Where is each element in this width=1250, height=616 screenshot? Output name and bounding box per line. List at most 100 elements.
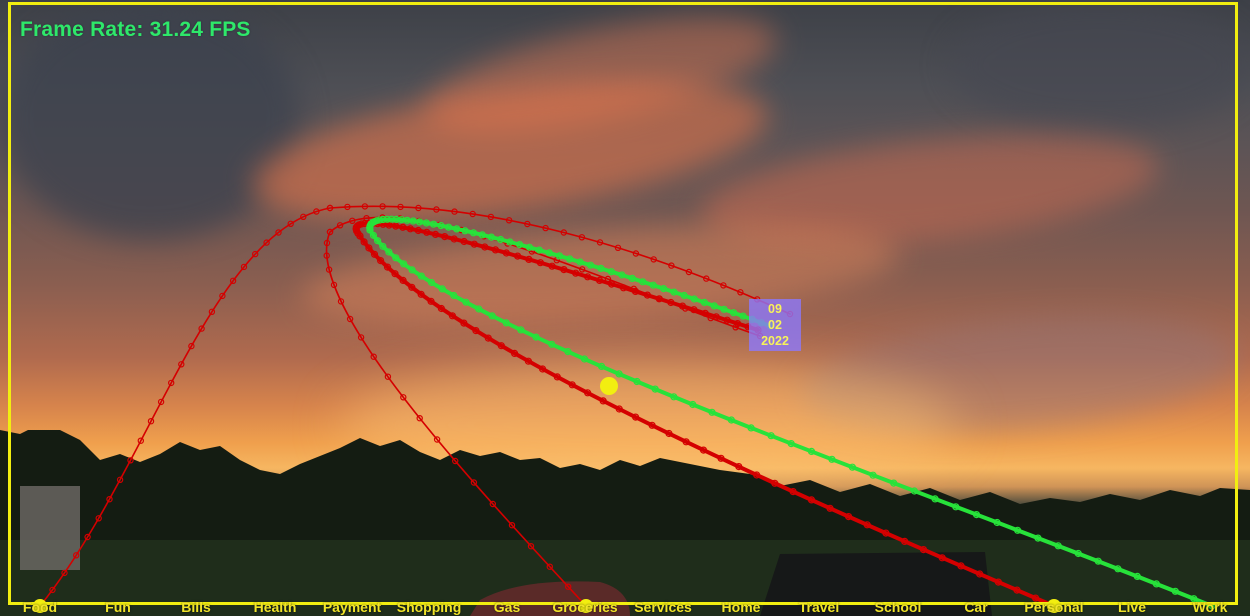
green-trajectory-thick-sample xyxy=(1034,534,1042,542)
red-trajectory-thick-sample xyxy=(548,262,556,270)
red-trajectory-outer-sample xyxy=(61,569,68,577)
red-trajectory-thick-sample xyxy=(414,226,422,235)
red-trajectory-outer-sample xyxy=(505,217,513,224)
red-trajectory-thick-sample xyxy=(919,545,928,554)
red-trajectory-thick-sample xyxy=(437,304,445,313)
red-trajectory-thick-sample xyxy=(431,230,440,238)
green-trajectory-thick-sample xyxy=(787,440,795,448)
red-trajectory-outer-sample xyxy=(685,268,693,276)
green-trajectory-thick-sample xyxy=(708,408,716,416)
red-trajectory-inner-sample xyxy=(370,353,377,360)
red-trajectory-thick-sample xyxy=(599,397,607,405)
green-trajectory-thick-sample xyxy=(506,238,514,246)
red-trajectory-inner-sample xyxy=(546,563,554,570)
category-label: Work xyxy=(1192,599,1228,615)
category-label: Car xyxy=(964,599,988,615)
red-trajectory-thick-sample xyxy=(631,413,640,421)
green-trajectory-thick-sample xyxy=(517,326,525,334)
red-trajectory-thick-sample xyxy=(460,319,468,327)
green-trajectory-thick-sample xyxy=(1013,526,1022,534)
red-trajectory-thick-sample xyxy=(690,306,698,314)
red-trajectory-outer-sample xyxy=(219,292,226,300)
green-trajectory-thick-sample xyxy=(807,447,816,455)
green-trajectory-thick-sample xyxy=(580,355,589,363)
red-trajectory-thick-sample xyxy=(1013,586,1021,594)
red-trajectory-outer-sample xyxy=(720,282,727,289)
green-trajectory-thick-sample xyxy=(469,229,478,237)
red-trajectory-outer-sample xyxy=(344,203,351,211)
green-trajectory-thick-sample xyxy=(366,226,374,234)
green-trajectory-thick-sample xyxy=(385,248,393,256)
green-trajectory-thick-sample xyxy=(417,272,425,280)
red-trajectory-thick-sample xyxy=(655,295,663,303)
red-trajectory-inner-sample xyxy=(325,266,333,273)
category-label: School xyxy=(874,599,922,615)
red-trajectory-thick-sample xyxy=(513,252,522,260)
red-trajectory-thick-sample xyxy=(667,298,675,307)
red-trajectory-inner-sample xyxy=(400,394,407,401)
frame-rate-readout: Frame Rate: 31.24 FPS xyxy=(20,18,251,41)
red-trajectory-thick-sample xyxy=(717,454,725,462)
green-trajectory-thick-sample xyxy=(628,274,636,282)
green-trajectory-thick-sample xyxy=(576,258,584,266)
red-trajectory-outer-sample xyxy=(240,263,248,271)
green-trajectory-thick-sample xyxy=(369,231,377,239)
green-trajectory-thick-sample xyxy=(422,219,430,227)
green-trajectory-thick-sample xyxy=(397,216,406,224)
green-trajectory-thick-sample xyxy=(478,231,486,239)
green-trajectory-thick-sample xyxy=(450,291,458,300)
red-trajectory-thick-sample xyxy=(733,320,742,328)
red-trajectory-inner-sample xyxy=(323,252,330,259)
red-trajectory-thick-sample xyxy=(524,357,533,365)
red-trajectory-outer-sample xyxy=(703,275,710,282)
green-trajectory-thick-sample xyxy=(659,285,668,293)
red-trajectory-outer-sample xyxy=(632,250,640,257)
green-trajectory-thick-sample xyxy=(545,249,553,257)
play-area-frame xyxy=(8,2,1238,605)
red-trajectory-thick-sample xyxy=(427,297,435,305)
green-trajectory-thick-sample xyxy=(548,340,556,348)
category-label: Gas xyxy=(493,599,521,615)
green-trajectory-thick-sample xyxy=(890,479,898,487)
category-label: Fun xyxy=(105,599,131,615)
red-trajectory-thick-sample xyxy=(423,228,431,236)
green-trajectory-thick-sample xyxy=(374,237,382,245)
red-trajectory-outer-sample xyxy=(326,204,334,212)
red-trajectory-thick-sample xyxy=(383,263,392,271)
green-trajectory-thick-sample xyxy=(392,254,400,262)
red-trajectory-outer-sample xyxy=(72,552,80,559)
red-trajectory-outer-sample xyxy=(157,398,165,406)
category-label: Shopping xyxy=(396,599,462,615)
red-trajectory-outer-sample xyxy=(415,204,422,212)
green-trajectory-thick-sample xyxy=(670,393,678,401)
green-trajectory-thick-sample xyxy=(633,377,641,386)
red-trajectory-thick-sample xyxy=(450,235,458,243)
red-trajectory-thick-sample xyxy=(1031,594,1040,602)
red-trajectory-outer-sample xyxy=(737,289,744,296)
red-trajectory-outer-sample xyxy=(208,308,216,315)
red-trajectory-thick-sample xyxy=(406,225,414,233)
red-trajectory-inner-sample xyxy=(323,239,331,247)
green-trajectory-thick-sample xyxy=(535,246,543,254)
red-trajectory-outer-sample xyxy=(524,220,531,228)
green-trajectory-thick-sample xyxy=(1074,549,1082,558)
red-trajectory-outer-sample xyxy=(300,213,307,220)
red-trajectory-outer-sample xyxy=(313,208,320,215)
green-trajectory-thick-sample xyxy=(555,252,564,260)
green-trajectory-thick-sample xyxy=(1133,572,1141,581)
red-trajectory-outer-sample xyxy=(84,533,91,541)
red-trajectory-outer-sample xyxy=(275,229,282,236)
green-trajectory-thick-sample xyxy=(392,215,400,223)
red-trajectory-thick-sample xyxy=(753,471,761,479)
green-trajectory-thick-sample xyxy=(586,261,595,269)
green-trajectory-thick-sample xyxy=(525,243,534,251)
red-trajectory-inner-sample xyxy=(565,583,572,590)
red-trajectory-thick-sample xyxy=(619,284,628,292)
red-trajectory-outer xyxy=(39,205,791,607)
red-trajectory-inner xyxy=(325,216,761,607)
green-trajectory-thick-sample xyxy=(379,242,387,250)
red-trajectory-thick-sample xyxy=(460,237,468,246)
red-trajectory-outer-sample xyxy=(116,476,124,483)
red-trajectory-inner-sample xyxy=(336,222,344,229)
